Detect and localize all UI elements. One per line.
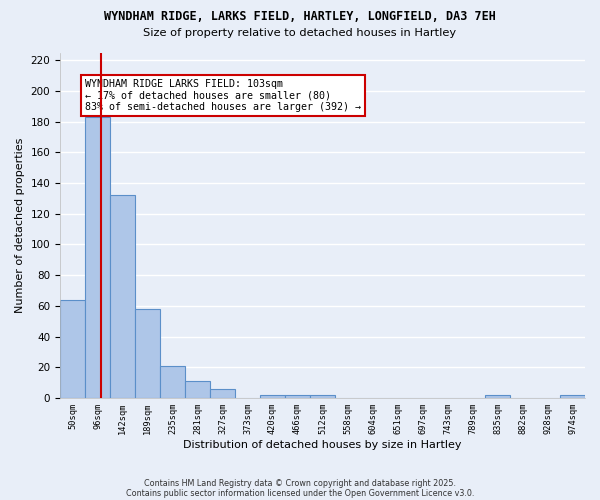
Text: Contains public sector information licensed under the Open Government Licence v3: Contains public sector information licen…: [126, 488, 474, 498]
Bar: [85, 117, 110, 398]
Text: Contains HM Land Registry data © Crown copyright and database right 2025.: Contains HM Land Registry data © Crown c…: [144, 478, 456, 488]
Bar: [136, 309, 160, 398]
Bar: [185, 381, 209, 398]
Bar: [286, 395, 310, 398]
Bar: [260, 395, 284, 398]
Y-axis label: Number of detached properties: Number of detached properties: [15, 138, 25, 313]
Text: WYNDHAM RIDGE LARKS FIELD: 103sqm
← 17% of detached houses are smaller (80)
83% : WYNDHAM RIDGE LARKS FIELD: 103sqm ← 17% …: [85, 78, 361, 112]
Text: Size of property relative to detached houses in Hartley: Size of property relative to detached ho…: [143, 28, 457, 38]
Bar: [211, 389, 235, 398]
Bar: [61, 300, 85, 398]
Bar: [160, 366, 185, 398]
Text: WYNDHAM RIDGE, LARKS FIELD, HARTLEY, LONGFIELD, DA3 7EH: WYNDHAM RIDGE, LARKS FIELD, HARTLEY, LON…: [104, 10, 496, 23]
Bar: [485, 395, 509, 398]
X-axis label: Distribution of detached houses by size in Hartley: Distribution of detached houses by size …: [183, 440, 462, 450]
Bar: [110, 196, 134, 398]
Bar: [310, 395, 335, 398]
Bar: [560, 395, 584, 398]
